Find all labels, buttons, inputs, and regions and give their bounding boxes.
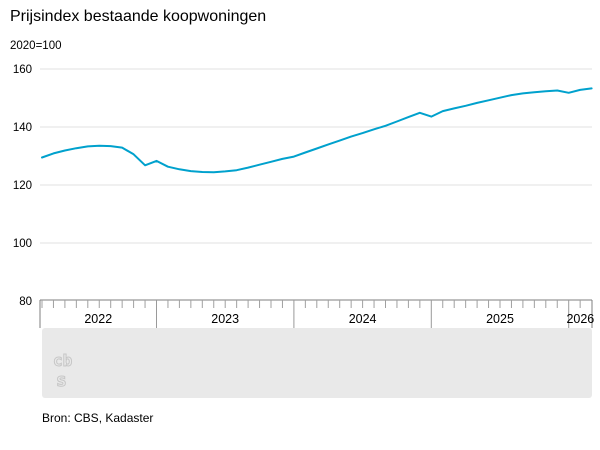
y-tick-label: 100 bbox=[13, 238, 32, 250]
time-axis-navigator[interactable]: cb s bbox=[42, 328, 592, 398]
y-tick-label: 140 bbox=[13, 122, 32, 134]
y-tick-label: 120 bbox=[13, 180, 32, 192]
price-index-line bbox=[41, 87, 593, 174]
year-label: 2022 bbox=[84, 312, 112, 326]
y-tick-label: 160 bbox=[13, 64, 32, 76]
year-label: 2026 bbox=[566, 312, 594, 326]
svg-text:cb: cb bbox=[53, 351, 72, 370]
year-label: 2024 bbox=[349, 312, 377, 326]
year-label: 2023 bbox=[211, 312, 239, 326]
source-credit: Bron: CBS, Kadaster bbox=[42, 411, 154, 425]
svg-text:s: s bbox=[56, 370, 67, 391]
chart-title: Prijsindex bestaande koopwoningen bbox=[10, 8, 267, 25]
chart-unit-label: 2020=100 bbox=[10, 40, 62, 52]
year-label: 2025 bbox=[486, 312, 514, 326]
cbs-logo-icon: cb s bbox=[53, 351, 73, 392]
y-tick-label: 80 bbox=[19, 296, 32, 308]
